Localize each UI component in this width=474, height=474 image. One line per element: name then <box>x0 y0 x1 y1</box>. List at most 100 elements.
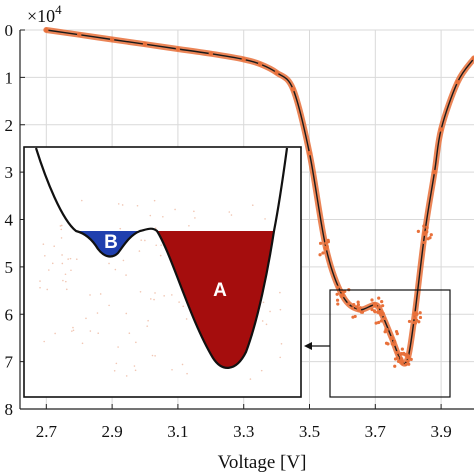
inset-noise-point <box>71 330 73 332</box>
zoom-arrow-head <box>304 342 312 350</box>
data-point-noise <box>318 241 323 245</box>
data-point-noise <box>356 303 361 307</box>
data-point-noise <box>359 310 363 314</box>
inset-noise-point <box>115 362 118 365</box>
inset-noise-point <box>125 274 127 276</box>
data-point <box>455 79 460 85</box>
inset-noise-point <box>159 254 162 257</box>
inset-noise-point <box>162 215 164 218</box>
data-point-noise <box>423 231 427 235</box>
data-point-noise <box>335 298 340 302</box>
inset-noise-point <box>67 258 69 260</box>
data-point-noise <box>405 353 409 357</box>
data-point-noise <box>396 359 401 364</box>
inset-noise-point <box>125 312 128 315</box>
inset-noise-point <box>54 332 56 335</box>
y-tick-label: 6 <box>5 305 14 324</box>
data-point-noise <box>374 321 378 325</box>
inset-noise-point <box>185 318 188 320</box>
region-b-fill <box>76 231 140 257</box>
data-point-noise <box>346 302 351 306</box>
inset-noise-point <box>108 262 110 265</box>
inset-noise-point <box>186 372 188 375</box>
data-point-noise <box>324 241 328 245</box>
data-point-noise <box>416 229 420 233</box>
inset-noise-point <box>194 217 196 219</box>
inset-noise-point <box>89 294 91 296</box>
data-point-noise <box>418 311 422 315</box>
data-point-noise <box>377 320 381 325</box>
inset-noise-point <box>65 288 68 291</box>
inset-noise-point <box>60 228 63 231</box>
x-tick-label: 2.9 <box>101 422 122 441</box>
data-point-noise <box>415 318 419 322</box>
region-a-fill <box>157 231 274 368</box>
inset-noise-point <box>249 378 252 380</box>
data-point-noise <box>373 302 377 306</box>
y-tick-label: 2 <box>5 116 14 135</box>
inset-noise-point <box>59 225 62 227</box>
inset-noise-point <box>85 317 87 320</box>
inset-noise-point <box>144 239 146 242</box>
y-tick-label: 4 <box>5 211 14 230</box>
data-point-noise <box>350 306 355 310</box>
inset-noise-point <box>96 312 99 314</box>
inset-noise-point <box>171 368 173 371</box>
inset-noise-point <box>138 250 141 252</box>
inset-noise-point <box>108 304 110 307</box>
y-multiplier-label: ×104 <box>27 2 62 26</box>
inset-noise-point <box>122 259 125 262</box>
inset-noise-point <box>260 369 263 372</box>
data-point <box>77 32 82 37</box>
inset-noise-point <box>97 332 100 334</box>
inset-noise-point <box>160 244 162 246</box>
inset-noise-point <box>146 325 149 327</box>
data-point-noise <box>409 357 413 361</box>
inset-noise-point <box>149 298 152 300</box>
data-point-noise <box>382 316 387 321</box>
inset-noise-point <box>181 363 184 366</box>
data-point-noise <box>395 351 399 355</box>
data-point-noise <box>407 319 412 324</box>
inset-noise-point <box>117 346 119 348</box>
data-point-noise <box>429 233 433 237</box>
data-point-noise <box>415 312 419 316</box>
inset-noise-point <box>99 293 102 295</box>
x-tick-label: 3.3 <box>233 422 254 441</box>
data-point-noise <box>394 329 399 334</box>
data-point-noise <box>390 342 394 346</box>
inset-noise-point <box>81 342 84 345</box>
inset-noise-point <box>44 254 46 257</box>
inset-noise-point <box>121 204 124 206</box>
zoom-box <box>304 289 451 398</box>
x-axis-title: Voltage [V] <box>218 452 307 473</box>
data-point-noise <box>377 296 381 300</box>
inset-noise-point <box>149 214 152 217</box>
x-tick-label: 3.5 <box>299 422 320 441</box>
inset-noise-point <box>154 355 156 357</box>
data-point-noise <box>336 302 340 306</box>
x-tick-label: 3.1 <box>167 422 188 441</box>
data-point-noise <box>407 362 411 366</box>
data-point-noise <box>400 362 404 366</box>
inset-noise-point <box>154 227 157 229</box>
tick-labels: 2.7 2.9 3.1 3.3 3.5 3.7 3.9 0 1 2 3 4 5 6 7 8 <box>5 21 452 441</box>
data-point-noise <box>400 357 404 361</box>
inset-noise-point <box>39 286 41 289</box>
inset-noise-point <box>117 203 120 205</box>
inset-noise-point <box>153 199 156 202</box>
inset-noise-point <box>125 375 128 377</box>
data-point <box>290 87 296 92</box>
inset-noise-point <box>39 280 41 282</box>
inset-noise-point <box>60 237 63 239</box>
inset-noise-point <box>133 365 136 367</box>
y-tick-label: 1 <box>5 68 14 87</box>
data-point-noise <box>418 315 423 320</box>
data-point <box>471 56 474 61</box>
inset-noise-point <box>182 305 185 308</box>
data-point <box>175 46 181 52</box>
data-point-noise <box>404 363 408 367</box>
data-point <box>438 127 444 132</box>
data-series <box>43 27 474 368</box>
